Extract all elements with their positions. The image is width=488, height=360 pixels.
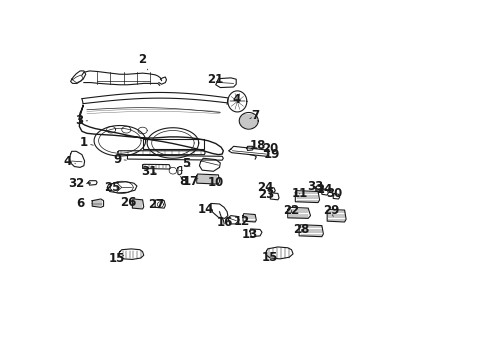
- Text: 33: 33: [306, 180, 323, 193]
- Text: 2: 2: [138, 53, 147, 70]
- Text: 17: 17: [182, 175, 199, 188]
- Text: 26: 26: [120, 196, 137, 210]
- Text: 24: 24: [257, 181, 273, 194]
- Text: 25: 25: [104, 181, 120, 194]
- Text: 27: 27: [147, 198, 163, 211]
- Text: 14: 14: [197, 203, 214, 216]
- Text: 20: 20: [262, 142, 278, 155]
- Text: 7: 7: [249, 109, 259, 122]
- Text: 29: 29: [322, 204, 339, 217]
- Text: 16: 16: [216, 216, 233, 229]
- Text: 22: 22: [283, 203, 299, 217]
- Text: 8: 8: [179, 175, 187, 188]
- Text: 10: 10: [207, 176, 224, 189]
- Text: 12: 12: [234, 215, 250, 228]
- Text: 4: 4: [232, 93, 240, 106]
- Text: 6: 6: [77, 197, 92, 210]
- Text: 31: 31: [141, 165, 157, 178]
- Text: 30: 30: [325, 188, 342, 201]
- Text: 11: 11: [291, 187, 307, 200]
- Text: 1: 1: [80, 136, 93, 149]
- Text: 15: 15: [262, 251, 278, 264]
- Text: 9: 9: [113, 153, 126, 166]
- Text: 15: 15: [109, 252, 125, 265]
- Text: 21: 21: [207, 73, 224, 86]
- Text: 24: 24: [316, 183, 332, 196]
- Text: 23: 23: [258, 188, 274, 201]
- Text: 18: 18: [249, 139, 265, 152]
- Text: 4: 4: [64, 156, 75, 168]
- Text: 19: 19: [263, 148, 279, 161]
- Text: 3: 3: [75, 114, 87, 127]
- Text: 32: 32: [68, 177, 87, 190]
- Text: 5: 5: [182, 157, 190, 170]
- Text: 13: 13: [241, 228, 258, 241]
- Text: 28: 28: [293, 223, 309, 236]
